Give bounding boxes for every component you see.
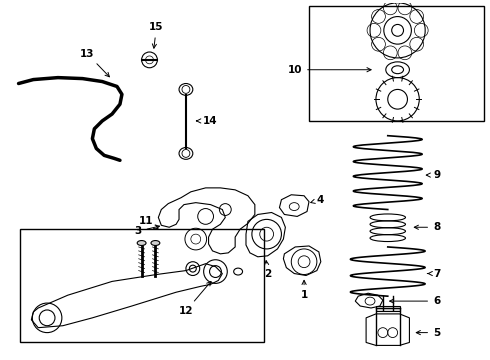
Text: 7: 7 — [427, 269, 441, 279]
Text: 11: 11 — [139, 216, 159, 230]
Text: 9: 9 — [426, 170, 440, 180]
Ellipse shape — [137, 240, 146, 246]
Text: 1: 1 — [300, 280, 308, 300]
Text: 5: 5 — [416, 328, 441, 338]
Bar — [376, 306, 399, 311]
Text: 2: 2 — [264, 261, 271, 279]
Text: 15: 15 — [149, 22, 164, 48]
Ellipse shape — [151, 240, 160, 246]
Bar — [20, 229, 264, 342]
Text: 13: 13 — [80, 49, 109, 77]
Text: 10: 10 — [288, 65, 371, 75]
Bar — [309, 6, 484, 121]
Text: 6: 6 — [390, 296, 441, 306]
Text: 14: 14 — [196, 116, 217, 126]
Text: 4: 4 — [311, 195, 324, 205]
Text: 3: 3 — [134, 225, 160, 236]
Text: 8: 8 — [414, 222, 441, 232]
Text: 12: 12 — [179, 282, 211, 316]
